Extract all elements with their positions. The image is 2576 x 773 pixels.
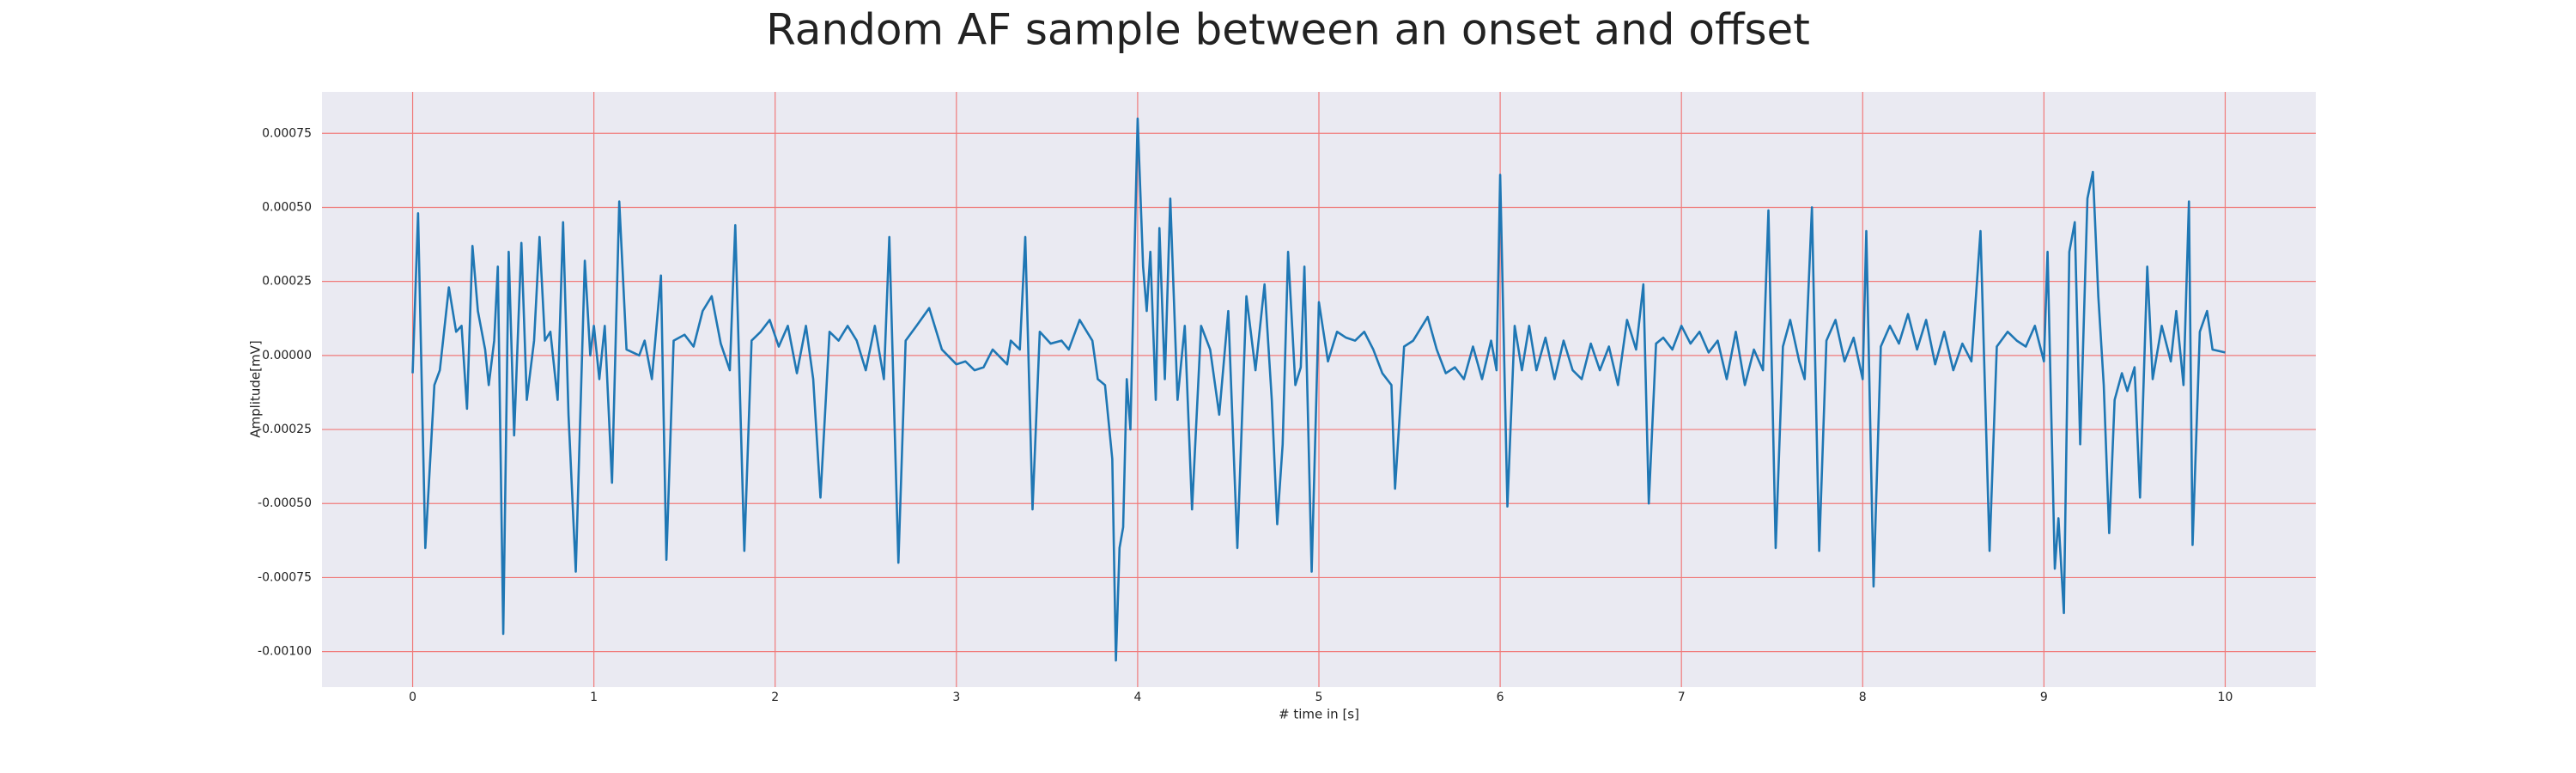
x-tick-label: 8 xyxy=(1859,691,1867,704)
x-tick-label: 6 xyxy=(1497,691,1504,704)
y-tick-label: 0.00050 xyxy=(262,200,312,214)
x-tick-label: 7 xyxy=(1678,691,1686,704)
x-tick-label: 5 xyxy=(1315,691,1323,704)
y-tick-label: 0.00000 xyxy=(262,349,312,362)
y-tick-label: -0.00100 xyxy=(258,645,312,659)
x-tick-label: 3 xyxy=(952,691,960,704)
x-tick-label: 9 xyxy=(2040,691,2048,704)
x-tick-label: 0 xyxy=(409,691,416,704)
y-tick-label: -0.00050 xyxy=(258,496,312,510)
x-axis-label: # time in [s] xyxy=(1279,707,1359,722)
x-tick-label: 1 xyxy=(590,691,598,704)
y-tick-label: -0.00025 xyxy=(258,423,312,436)
x-tick-label: 2 xyxy=(771,691,779,704)
y-axis-label: Amplitude[mV] xyxy=(248,340,264,437)
signal-line xyxy=(411,117,2226,662)
y-tick-label: 0.00075 xyxy=(262,126,312,140)
chart-title: Random AF sample between an onset and of… xyxy=(766,5,1810,55)
y-tick-label: -0.00075 xyxy=(258,570,312,584)
y-tick-label: 0.00025 xyxy=(262,275,312,289)
x-tick-label: 10 xyxy=(2218,691,2233,704)
x-tick-label: 4 xyxy=(1133,691,1141,704)
